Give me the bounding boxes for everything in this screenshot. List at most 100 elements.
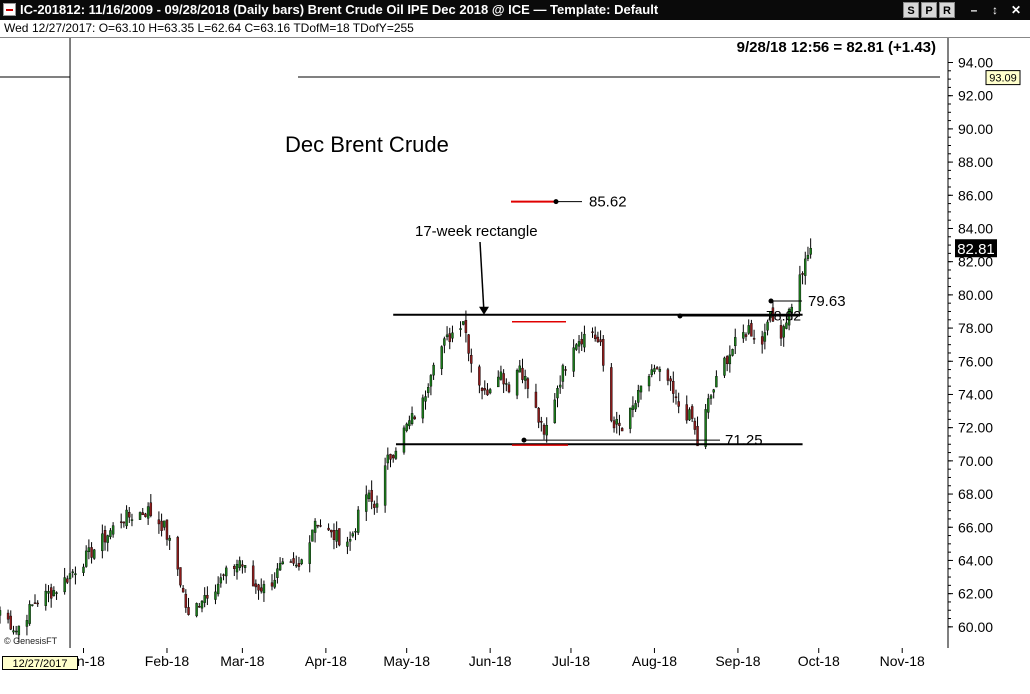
candle-body bbox=[281, 561, 284, 565]
candle-body bbox=[637, 390, 640, 403]
candle-body bbox=[734, 337, 737, 347]
candle-body bbox=[709, 395, 713, 399]
candle-body bbox=[106, 535, 109, 543]
candle-body bbox=[351, 533, 355, 537]
close-icon[interactable]: ✕ bbox=[1010, 3, 1022, 17]
candle-body bbox=[179, 567, 182, 586]
candle-body bbox=[386, 454, 390, 464]
candle-body bbox=[187, 607, 190, 615]
candle-body bbox=[715, 376, 718, 388]
x-tick-label: Oct-18 bbox=[798, 653, 840, 669]
candle-body bbox=[760, 336, 764, 345]
y-tick-label: 70.00 bbox=[958, 453, 993, 469]
level-71-label: 71.25 bbox=[725, 432, 763, 449]
candle-body bbox=[292, 558, 295, 564]
candle-body bbox=[427, 387, 430, 393]
ohlc-infobar: Wed 12/27/2017: O=63.10 H=63.35 L=62.64 … bbox=[0, 20, 1030, 38]
candle-body bbox=[316, 524, 320, 527]
level-85-label: 85.62 bbox=[589, 194, 627, 211]
candle-body bbox=[330, 529, 333, 533]
restore-icon[interactable]: ↕ bbox=[992, 3, 998, 17]
candle-body bbox=[238, 560, 241, 569]
candle-body bbox=[203, 595, 206, 603]
y-tick-label: 60.00 bbox=[958, 619, 993, 635]
candle-body bbox=[233, 566, 236, 569]
candle-body bbox=[688, 409, 691, 421]
candle-body bbox=[243, 565, 247, 569]
candle-body bbox=[47, 591, 50, 594]
candle-body bbox=[707, 398, 710, 413]
candle-body bbox=[219, 577, 223, 584]
candle-body bbox=[480, 388, 484, 392]
candle-body bbox=[564, 369, 567, 371]
y-tick-label: 78.00 bbox=[958, 320, 993, 336]
candle-body bbox=[448, 333, 451, 342]
x-tick-label: Jul-18 bbox=[552, 653, 590, 669]
candle-body bbox=[130, 519, 134, 521]
candle-body bbox=[742, 332, 745, 339]
candle-body bbox=[375, 503, 379, 508]
candle-body bbox=[424, 396, 427, 402]
candle-body bbox=[747, 325, 750, 334]
y-tick-label: 76.00 bbox=[958, 353, 993, 369]
x-tick-label: Apr-18 bbox=[305, 653, 347, 669]
candle-body bbox=[558, 384, 562, 388]
last-price-box bbox=[955, 239, 997, 258]
candle-body bbox=[620, 428, 624, 432]
candle-body bbox=[593, 334, 597, 339]
candle-body bbox=[332, 530, 336, 540]
candle-body bbox=[354, 530, 357, 533]
candle-body bbox=[610, 367, 613, 421]
candle-body bbox=[744, 334, 748, 337]
candle-body bbox=[408, 420, 411, 427]
candle-body bbox=[313, 520, 317, 533]
s-button[interactable]: S bbox=[903, 2, 919, 18]
r-button[interactable]: R bbox=[939, 2, 955, 18]
candle-body bbox=[693, 420, 697, 430]
candle-body bbox=[149, 502, 153, 516]
candle-body bbox=[93, 549, 96, 559]
candle-body bbox=[429, 375, 433, 387]
candle-body bbox=[725, 356, 729, 365]
candle-body bbox=[101, 533, 104, 552]
level-85-dot bbox=[553, 199, 559, 205]
candle-body bbox=[526, 378, 530, 389]
x-tick-label: Mar-18 bbox=[220, 653, 265, 669]
candle-body bbox=[31, 604, 34, 606]
candle-body bbox=[787, 308, 791, 326]
candle-body bbox=[125, 509, 128, 527]
candle-body bbox=[561, 365, 565, 382]
y-tick-label: 68.00 bbox=[958, 486, 993, 502]
candle-body bbox=[87, 547, 91, 553]
candle-body bbox=[84, 550, 88, 567]
candle-body bbox=[470, 355, 473, 364]
candle-body bbox=[370, 489, 373, 502]
candle-body bbox=[6, 612, 10, 620]
candle-body bbox=[440, 346, 443, 369]
candle-body bbox=[128, 511, 131, 518]
candle-body bbox=[157, 519, 161, 525]
candle-body bbox=[677, 401, 680, 407]
candle-body bbox=[295, 564, 298, 567]
candle-body bbox=[270, 582, 274, 587]
candle-body bbox=[216, 583, 220, 595]
candle-body bbox=[731, 349, 734, 356]
candle-body bbox=[467, 334, 470, 354]
candle-body bbox=[289, 561, 293, 563]
candle-body bbox=[28, 604, 31, 624]
candle-body bbox=[666, 369, 670, 381]
candle-body bbox=[111, 525, 115, 535]
p-button[interactable]: P bbox=[921, 2, 937, 18]
candle-body bbox=[451, 332, 454, 339]
candle-body bbox=[184, 593, 188, 608]
candle-body bbox=[809, 248, 812, 255]
window-titlebar: IC-201812: 11/16/2009 - 09/28/2018 (Dail… bbox=[0, 0, 1030, 20]
candle-body bbox=[580, 338, 583, 345]
x-tick-label: Feb-18 bbox=[145, 653, 190, 669]
price-chart[interactable]: 94.00 92.00 90.00 88.00 86.00 84.00 82.00 80.00… bbox=[0, 38, 1030, 670]
candle-body bbox=[9, 615, 12, 630]
candle-body bbox=[68, 573, 72, 580]
candle-body bbox=[163, 520, 166, 528]
candle-body bbox=[214, 591, 217, 600]
minimize-icon[interactable]: – bbox=[970, 3, 978, 17]
